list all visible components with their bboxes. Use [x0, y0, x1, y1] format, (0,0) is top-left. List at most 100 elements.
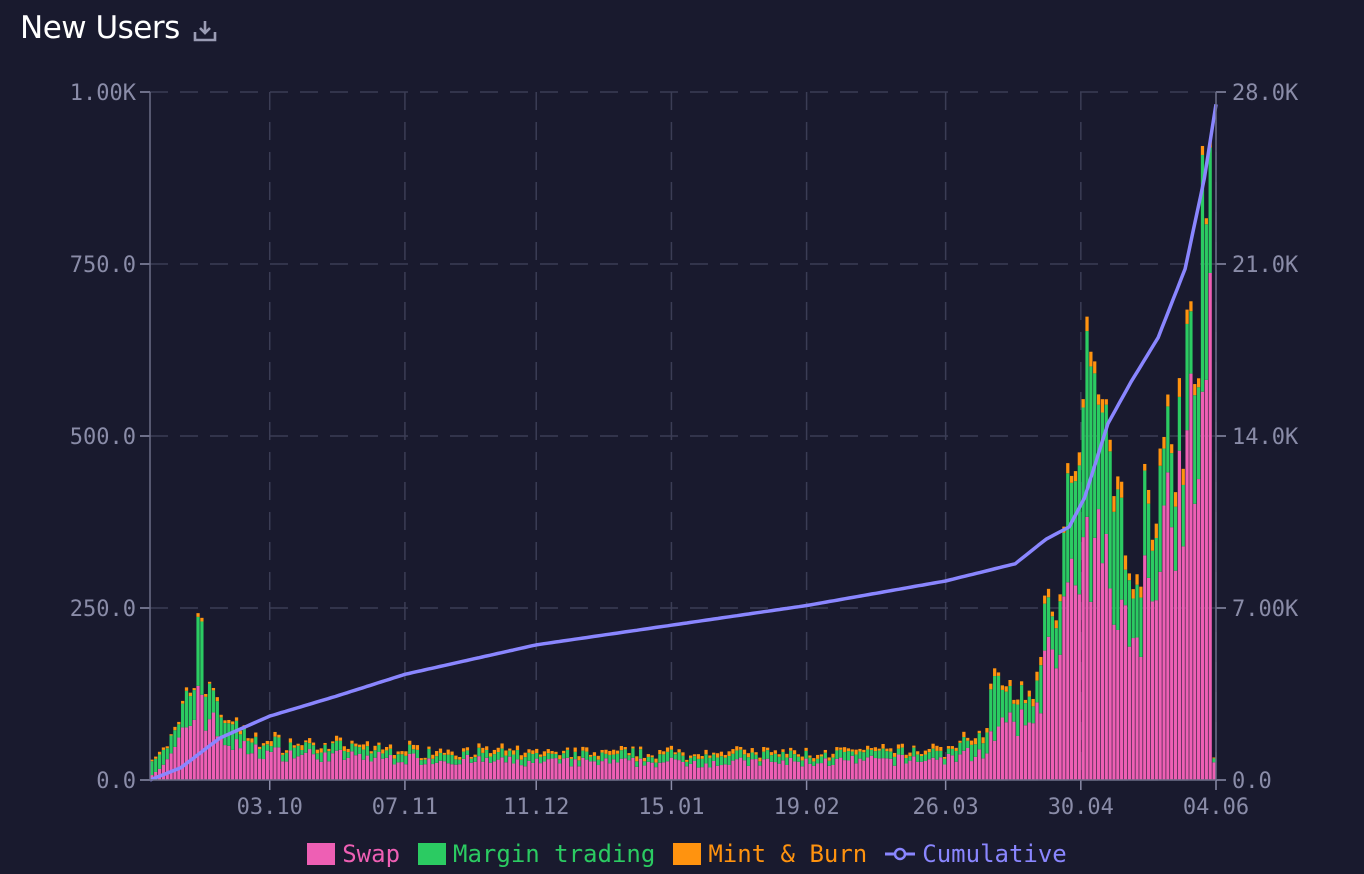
legend-item-swap[interactable]: Swap — [307, 840, 400, 868]
mint-burn-bar — [750, 748, 754, 753]
margin-bar — [969, 744, 974, 762]
swap-bar — [458, 764, 462, 780]
swap-bar — [558, 763, 562, 780]
swap-bar — [1200, 391, 1205, 780]
margin-bar — [165, 748, 169, 760]
swap-bar — [350, 751, 354, 780]
swap-bar — [1023, 725, 1028, 780]
margin-bar — [919, 756, 924, 762]
mint-burn-bar — [1000, 685, 1004, 690]
swap-bar — [477, 756, 481, 780]
mint-burn-bar — [685, 759, 689, 762]
legend-item-margin-trading[interactable]: Margin trading — [418, 840, 655, 868]
mint-burn-bar — [1077, 452, 1081, 466]
swap-bar — [985, 753, 989, 780]
download-icon[interactable] — [192, 18, 218, 44]
mint-burn-bar — [1031, 698, 1035, 707]
margin-bar — [377, 744, 381, 753]
margin-bar — [781, 751, 785, 761]
x-tick-label: 11.12 — [503, 795, 569, 820]
swap-bar — [989, 731, 993, 780]
swap-bar — [438, 760, 443, 780]
swap-bar — [254, 744, 258, 780]
margin-bar — [931, 748, 935, 758]
margin-bar — [608, 754, 612, 764]
swap-bar — [796, 761, 801, 780]
mint-burn-bar — [596, 755, 600, 760]
mint-burn-bar — [157, 751, 162, 755]
mint-burn-bar — [1150, 539, 1155, 551]
mint-burn-bar — [704, 749, 708, 755]
mint-burn-bar — [531, 750, 535, 755]
swap-bar — [481, 761, 485, 780]
mint-burn-bar — [358, 744, 362, 748]
swap-bar — [681, 761, 685, 780]
mint-burn-bar — [981, 737, 985, 744]
swap-bar — [550, 758, 554, 780]
swap-bar — [365, 755, 370, 780]
margin-bar — [1193, 395, 1197, 504]
mint-burn-bar — [631, 746, 635, 749]
swap-bar — [161, 764, 166, 780]
margin-bar — [1150, 550, 1155, 602]
mint-burn-bar — [192, 688, 196, 691]
swap-bar — [1158, 571, 1162, 780]
swap-bar — [338, 749, 343, 780]
margin-bar — [1116, 489, 1120, 630]
mint-burn-bar — [446, 749, 450, 755]
mint-burn-bar — [154, 756, 158, 759]
margin-bar — [592, 755, 597, 762]
margin-bar — [1008, 685, 1012, 713]
mint-burn-bar — [215, 697, 219, 702]
margin-bar — [215, 701, 219, 737]
mint-burn-bar — [1023, 699, 1028, 704]
mint-burn-bar — [823, 749, 827, 753]
mint-burn-bar — [612, 749, 616, 755]
swap-bar — [835, 758, 839, 780]
swap-bar — [231, 749, 235, 780]
mint-burn-bar — [692, 754, 697, 757]
swap-bar — [169, 753, 173, 780]
swap-bar — [715, 765, 720, 780]
margin-bar — [204, 696, 208, 731]
margin-bar — [1004, 691, 1008, 723]
swap-bar — [862, 760, 866, 780]
swap-bar — [1054, 668, 1058, 780]
swap-bar — [1019, 709, 1024, 780]
mint-burn-bar — [765, 747, 770, 751]
swap-bar — [1058, 654, 1062, 780]
cumulative-line — [149, 104, 1218, 782]
mint-burn-bar — [169, 734, 173, 736]
mint-burn-bar — [758, 757, 762, 762]
swap-bar — [331, 753, 335, 780]
swap-bar — [288, 750, 293, 780]
swap-bar — [758, 765, 762, 780]
x-tick-label: 15.01 — [638, 795, 704, 820]
swap-bar — [916, 761, 920, 780]
swap-bar — [685, 766, 689, 780]
legend-line-marker — [885, 847, 916, 861]
swap-bar — [1173, 570, 1178, 780]
legend-swatch — [418, 843, 447, 865]
swap-bar — [1062, 596, 1066, 780]
margin-bar — [685, 761, 689, 767]
legend-item-cumulative[interactable]: Cumulative — [885, 840, 1067, 868]
margin-bar — [1208, 147, 1212, 274]
mint-burn-bar — [1054, 620, 1058, 629]
margin-bar — [492, 754, 497, 762]
margin-bar — [858, 751, 862, 759]
mint-burn-bar — [677, 749, 681, 753]
mint-burn-bar — [858, 748, 862, 752]
swap-bar — [358, 753, 362, 780]
margin-bar — [823, 752, 827, 759]
margin-bar — [338, 740, 343, 750]
margin-bar — [334, 740, 339, 751]
margin-bar — [481, 752, 485, 762]
margin-bar — [658, 754, 662, 763]
swap-bar — [1031, 723, 1035, 780]
mint-burn-bar — [1016, 699, 1020, 705]
mint-burn-bar — [977, 730, 981, 734]
swap-bar — [1127, 646, 1131, 780]
margin-bar — [800, 760, 804, 767]
legend-item-mint-burn[interactable]: Mint & Burn — [673, 840, 867, 868]
